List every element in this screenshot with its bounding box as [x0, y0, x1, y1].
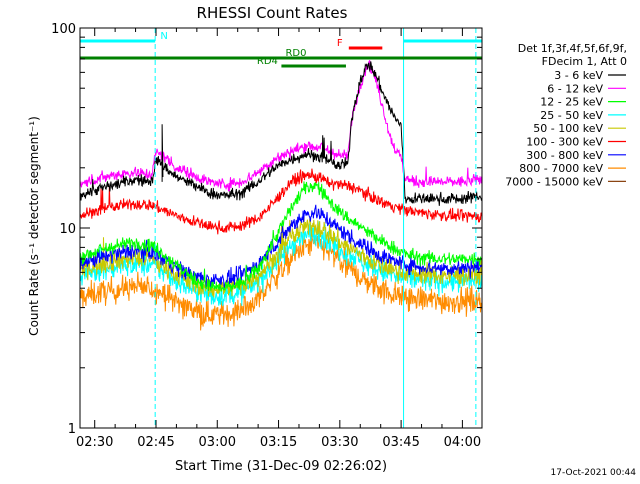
flag-label-rd4: RD4: [257, 56, 278, 67]
y-tick-label: 10: [59, 222, 76, 237]
legend: Det 1f,3f,4f,5f,6f,9f,FDecim 1, Att 03 -…: [505, 42, 627, 188]
series-line-50-100-kev: [80, 214, 482, 298]
x-tick-label: 03:15: [260, 435, 297, 450]
legend-label: 300 - 800 keV: [526, 149, 603, 162]
legend-label: 7000 - 15000 keV: [505, 175, 603, 188]
legend-label: 3 - 6 keV: [554, 69, 603, 82]
x-tick-label: 04:00: [444, 435, 481, 450]
x-tick-label: 03:45: [382, 435, 419, 450]
x-tick-label: 02:45: [137, 435, 174, 450]
series-spike: [161, 124, 164, 182]
y-tick-label: 1: [68, 422, 76, 437]
legend-label: 25 - 50 keV: [540, 109, 603, 122]
series-line-12-25-kev: [80, 181, 482, 292]
y-tick-label: 100: [51, 22, 76, 37]
series-layer: [80, 60, 482, 331]
chart-title: RHESSI Count Rates: [197, 4, 348, 22]
legend-header-line: FDecim 1, Att 0: [542, 55, 627, 68]
series-line-6-12-kev: [80, 60, 482, 192]
timestamp: 17-Oct-2021 00:44: [551, 468, 637, 478]
flag-label-rd0: RD0: [285, 48, 306, 59]
legend-label: 100 - 300 keV: [526, 136, 603, 149]
flag-label-f: F: [337, 38, 343, 49]
x-axis-label: Start Time (31-Dec-09 02:26:02): [175, 459, 387, 474]
legend-label: 800 - 7000 keV: [519, 162, 603, 175]
x-tick-label: 02:30: [76, 435, 113, 450]
series-line-3-6-kev: [80, 61, 482, 206]
legend-label: 12 - 25 keV: [540, 96, 603, 109]
series-line-800-7000-kev: [80, 233, 482, 331]
series-line-100-300-kev: [80, 168, 482, 235]
legend-header-line: Det 1f,3f,4f,5f,6f,9f,: [518, 42, 627, 55]
x-tick-label: 03:30: [321, 435, 358, 450]
legend-label: 50 - 100 keV: [533, 122, 603, 135]
flag-label-n: N: [160, 31, 167, 42]
axes-layer: 02:30 02:45 03:00 03:15 03:30 03:45 04:00 1 10 10…: [51, 22, 483, 450]
x-tick-label: 03:00: [199, 435, 236, 450]
y-axis-label: Count Rate (s⁻¹ detector segment⁻¹): [27, 116, 41, 336]
legend-label: 6 - 12 keV: [547, 82, 603, 95]
